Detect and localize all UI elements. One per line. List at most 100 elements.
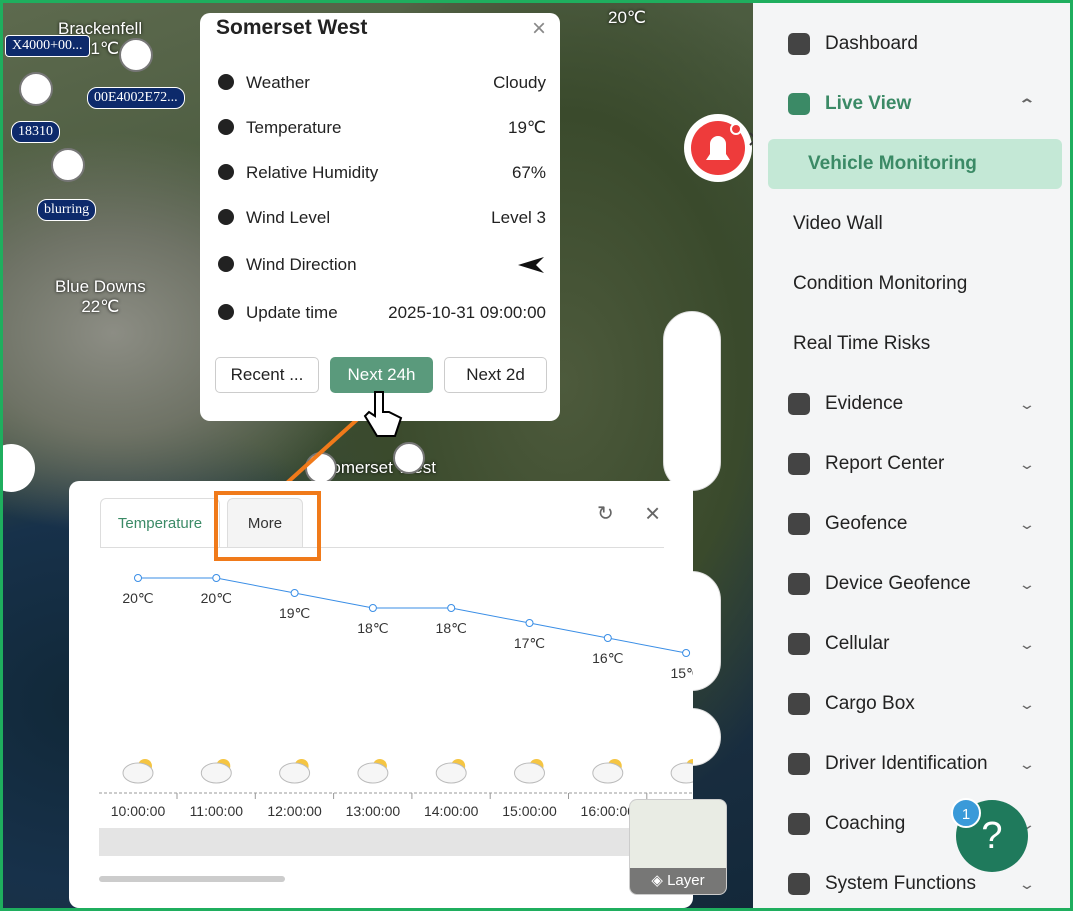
- row-value: 67%: [511, 163, 546, 182]
- menu-icon: [788, 633, 810, 655]
- map-overlay: [3, 38, 753, 503]
- info-row: Relative Humidity 67%: [218, 163, 546, 183]
- chevron: ⌃: [1018, 95, 1036, 112]
- temp-label: 15℃: [670, 665, 693, 681]
- cloud: [200, 762, 232, 784]
- weather-icon: [514, 759, 545, 784]
- cloud: [357, 762, 389, 784]
- weather-icon: [357, 759, 389, 784]
- menu-icon: [788, 513, 810, 535]
- alert-dot: [730, 123, 742, 135]
- tab[interactable]: More: [227, 498, 303, 548]
- row-icon: [218, 74, 234, 90]
- menu-item[interactable]: Cargo Box ⌄: [753, 679, 1063, 729]
- menu-label: Condition Monitoring: [793, 273, 968, 294]
- weather-icon: [435, 759, 467, 784]
- close-button[interactable]: ×: [531, 15, 546, 42]
- menu-item[interactable]: Geofence ⌄: [753, 499, 1063, 549]
- layer-label: ◈ Layer: [630, 868, 726, 894]
- place: Blue Downs 22℃: [55, 277, 146, 317]
- time-label: 15:00:00: [502, 803, 557, 819]
- range-button[interactable]: Recent ...: [215, 357, 319, 393]
- row-text: Temperature: [246, 118, 342, 137]
- menu-label: Coaching: [825, 813, 906, 834]
- menu-item[interactable]: Dashboard: [753, 19, 1063, 69]
- menu-icon: [788, 393, 810, 415]
- time-label: 14:00:00: [424, 803, 479, 819]
- cursor: [363, 391, 403, 437]
- help-badge: 1: [951, 798, 981, 828]
- temp-label: 18℃: [436, 620, 467, 636]
- temp-point: [134, 574, 142, 582]
- menu-item[interactable]: Coaching ⌄: [753, 799, 1063, 849]
- vehicle-tag[interactable]: 18310: [11, 121, 60, 143]
- menu-item[interactable]: Live View ⌃: [753, 79, 1063, 129]
- place: Brackenfell 21℃: [58, 19, 142, 59]
- menu-item[interactable]: Driver Identification ⌄: [753, 739, 1063, 789]
- menu-icon: [788, 453, 810, 475]
- menu-icon: [788, 753, 810, 775]
- temp-label: 16℃: [592, 650, 623, 666]
- tab[interactable]: Temperature: [100, 498, 220, 548]
- row-value: Cloudy: [493, 73, 546, 92]
- row-icon: [218, 256, 234, 272]
- wind-arrow: [518, 257, 544, 273]
- collapse-button[interactable]: [3, 444, 35, 492]
- menu-label: Geofence: [825, 513, 908, 534]
- close-button[interactable]: ×: [645, 498, 661, 528]
- row-label: Wind Direction: [218, 255, 357, 275]
- vehicle-tag[interactable]: blurring: [37, 199, 97, 221]
- weather-popup: Somerset West × Recent ... Next 24h Next…: [200, 13, 560, 421]
- vehicle-tag[interactable]: 00E4002E72...: [87, 87, 185, 109]
- menu-label: Cargo Box: [825, 693, 915, 714]
- chevron: ⌄: [1018, 455, 1036, 472]
- submenu-item[interactable]: Vehicle Monitoring: [768, 139, 1062, 189]
- chevron: ⌄: [1018, 515, 1036, 532]
- forecast-chart: 20℃ 10:00:00 20℃ 11:00:00 19℃ 12:00:00 18℃ 13:0…: [99, 574, 693, 882]
- row-text: Wind Direction: [246, 255, 357, 274]
- row-label: Wind Level: [218, 208, 330, 228]
- weather-icon: [200, 759, 232, 784]
- temp-label: 17℃: [514, 635, 545, 651]
- layer-button[interactable]: ◈ Layer: [629, 799, 727, 895]
- menu-label: System Functions: [825, 873, 976, 894]
- row-text: Weather: [246, 73, 310, 92]
- cloud: [514, 762, 545, 784]
- submenu-item[interactable]: Condition Monitoring: [753, 259, 1063, 309]
- menu-icon: [788, 813, 810, 835]
- scrollbar[interactable]: [99, 876, 285, 882]
- range-button[interactable]: Next 2d: [444, 357, 547, 393]
- weather-icon: [670, 759, 693, 784]
- row-icon: [218, 164, 234, 180]
- temp-point: [290, 589, 299, 597]
- help-button[interactable]: ?: [956, 800, 1028, 872]
- temp-point: [682, 649, 691, 657]
- menu-label: Driver Identification: [825, 753, 988, 774]
- menu-icon: [788, 693, 810, 715]
- row-icon: [218, 119, 234, 135]
- cloud: [122, 762, 154, 784]
- place-temp: 20℃: [608, 8, 647, 27]
- row-text: Wind Level: [246, 208, 331, 227]
- popup-title: Somerset West: [216, 16, 368, 39]
- temp-line: [138, 577, 687, 654]
- menu-item[interactable]: Cellular ⌄: [753, 619, 1063, 669]
- temp-point: [525, 619, 534, 627]
- weather-icon: [592, 759, 624, 784]
- sidebar: Dashboard Live View ⌃ Vehicle Monitoring Vid…: [753, 3, 1070, 908]
- submenu-item[interactable]: Real Time Risks: [753, 319, 1063, 369]
- submenu-item[interactable]: Video Wall: [753, 199, 1063, 249]
- menu-item[interactable]: Report Center ⌄: [753, 439, 1063, 489]
- menu-item[interactable]: Evidence ⌄: [753, 379, 1063, 429]
- chevron: ⌄: [1018, 575, 1036, 592]
- vehicle-tag[interactable]: X4000+00...: [5, 35, 90, 57]
- menu-item[interactable]: System Functions ⌄: [753, 859, 1063, 908]
- cloud: [435, 762, 467, 784]
- menu-item[interactable]: Device Geofence ⌄: [753, 559, 1063, 609]
- refresh-button[interactable]: ↻: [597, 503, 614, 525]
- highlight-box: [214, 491, 321, 561]
- row-label: Relative Humidity: [218, 163, 378, 183]
- menu-label: Evidence: [825, 393, 904, 414]
- expand-arrow[interactable]: [749, 132, 753, 146]
- menu-label: Cellular: [825, 633, 890, 654]
